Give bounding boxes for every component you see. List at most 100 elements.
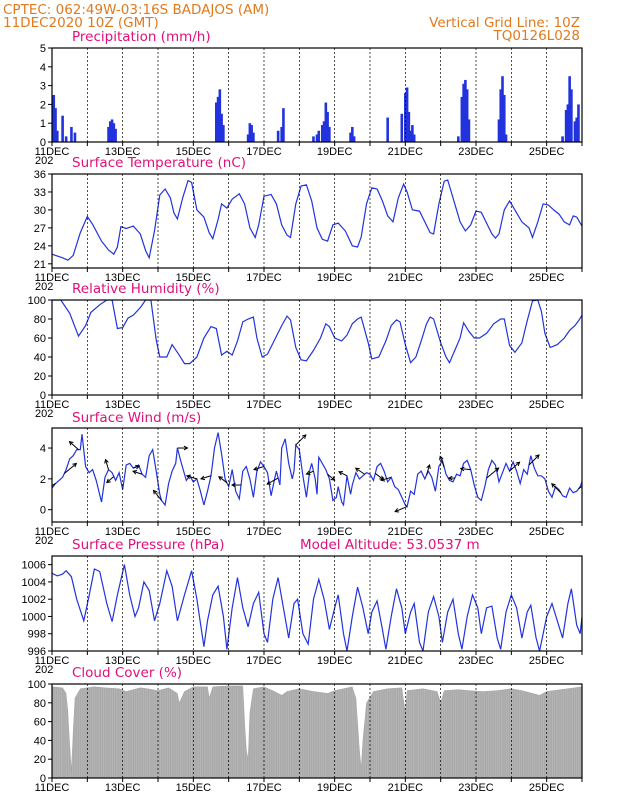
x-tick-label: 19DEC	[317, 655, 353, 667]
wind-vector	[253, 466, 265, 471]
wind-vector	[460, 468, 471, 471]
y-tick-label: 24	[34, 241, 46, 253]
panel-title: Cloud Cover (%)	[72, 665, 182, 681]
wind-vector-head	[68, 440, 74, 446]
precip-bar	[282, 108, 285, 142]
plot-frame	[51, 299, 583, 396]
precip-bar	[349, 132, 352, 142]
y-tick-label: 100	[28, 295, 46, 307]
series-line-pres	[52, 564, 582, 651]
x-tick-label: 11DEC	[35, 655, 70, 667]
y-tick-label: 1002	[22, 594, 46, 606]
y-tick-label: 1	[40, 118, 46, 130]
y-tick-label: 36	[34, 169, 46, 181]
panel-temp: Surface Temperature (nC) 21 24 27 30 33 36 11DE…	[34, 155, 583, 293]
y-tick-label: 0	[40, 505, 46, 517]
x-tick-label: 17DEC	[246, 655, 282, 667]
wind-vector	[394, 506, 408, 513]
precip-bar	[114, 128, 117, 142]
x-tick-label: 11DEC	[35, 782, 70, 794]
x-tick-label: 21DEC	[388, 272, 424, 284]
y-tick-label: 2	[40, 99, 46, 111]
panel-title: Surface Wind (m/s)	[72, 410, 201, 426]
precip-bar	[73, 132, 77, 142]
wind-vector	[355, 467, 365, 475]
wind-vector-head	[218, 476, 223, 481]
panel-pres: Surface Pressure (hPa) Model Altitude: 53…	[22, 537, 583, 676]
wind-vector-head	[106, 478, 111, 484]
x-tick-label: 15DEC	[176, 272, 212, 284]
wind-vector	[439, 456, 445, 468]
precip-bar	[220, 113, 223, 142]
wind-vector	[551, 483, 562, 494]
precip-bar	[248, 123, 252, 142]
x-tick-label: 17DEC	[246, 399, 282, 411]
precip-bar	[409, 130, 412, 142]
x-tick-label: 15DEC	[176, 655, 212, 667]
wind-vector-head	[380, 477, 386, 482]
x-tick-label: 25DEC	[529, 146, 565, 158]
precip-bar	[501, 76, 504, 142]
precip-bar	[280, 126, 283, 142]
y-tick-label: 996	[28, 646, 46, 658]
x-tick-label: 11DEC	[35, 272, 70, 284]
precip-bar	[575, 117, 578, 142]
x-tick-label: 19DEC	[317, 146, 353, 158]
panel-cloud: Cloud Cover (%) 0 20 40 60 80 100 11DEC 13DEC 15D…	[28, 665, 583, 794]
x-tick-label: 11DEC	[35, 526, 70, 538]
x-tick-label: 21DEC	[388, 526, 424, 538]
x-tick-label: 15DEC	[176, 526, 212, 538]
wind-vector	[266, 477, 279, 485]
precip-bar	[499, 89, 503, 142]
wind-vector-head	[135, 464, 141, 470]
precip-bar	[570, 89, 573, 142]
precip-bar	[566, 104, 570, 142]
x-tick-label: 13DEC	[105, 272, 141, 284]
x-tick-label: 13DEC	[105, 782, 141, 794]
precip-bar	[577, 104, 580, 142]
x-year-fragment: 202	[35, 155, 53, 167]
precip-bar	[568, 76, 571, 142]
y-tick-label: 1000	[22, 611, 46, 623]
header-grid-note: Vertical Grid Line: 10Z	[429, 15, 580, 31]
x-tick-label: 17DEC	[246, 526, 282, 538]
panel-subtitle: Model Altitude: 53.0537 m	[300, 537, 480, 553]
panel-title: Precipitation (mm/h)	[72, 29, 211, 45]
wind-vector	[338, 471, 348, 477]
x-tick-label: 19DEC	[317, 272, 353, 284]
precip-bar	[561, 136, 564, 142]
x-tick-label: 25DEC	[529, 399, 565, 411]
wind-vector	[528, 454, 540, 466]
wind-vector	[106, 476, 115, 483]
precip-bar	[112, 123, 116, 142]
series-line-rh	[52, 300, 582, 365]
header-date: 11DEC2020 10Z (GMT)	[3, 15, 159, 31]
wind-vector	[186, 475, 198, 480]
wind-vector-head	[551, 482, 556, 488]
x-year-fragment: 202	[35, 408, 53, 420]
wind-vector-head	[266, 480, 272, 485]
precip-bar	[465, 89, 469, 142]
x-tick-label: 15DEC	[176, 782, 212, 794]
precip-bar	[411, 125, 414, 142]
wind-vector-head	[459, 466, 465, 472]
precip-bar	[64, 136, 68, 142]
wind-vector-head	[305, 470, 311, 476]
precip-bar	[312, 136, 315, 142]
wind-vector	[578, 485, 582, 490]
precip-bar	[326, 111, 329, 142]
precip-bar	[110, 119, 114, 142]
precip-bar	[460, 96, 464, 142]
y-tick-label: 40	[34, 735, 46, 747]
plot-frame	[51, 555, 583, 652]
precip-bar	[573, 121, 577, 142]
x-tick-label: 17DEC	[246, 146, 282, 158]
precip-bar	[56, 130, 59, 142]
y-tick-label: 20	[34, 371, 46, 383]
wind-vector	[486, 467, 499, 479]
precip-bar	[457, 136, 460, 142]
precip-bar	[564, 110, 568, 142]
precip-bar	[276, 130, 280, 142]
x-year-fragment: 202	[35, 281, 53, 293]
